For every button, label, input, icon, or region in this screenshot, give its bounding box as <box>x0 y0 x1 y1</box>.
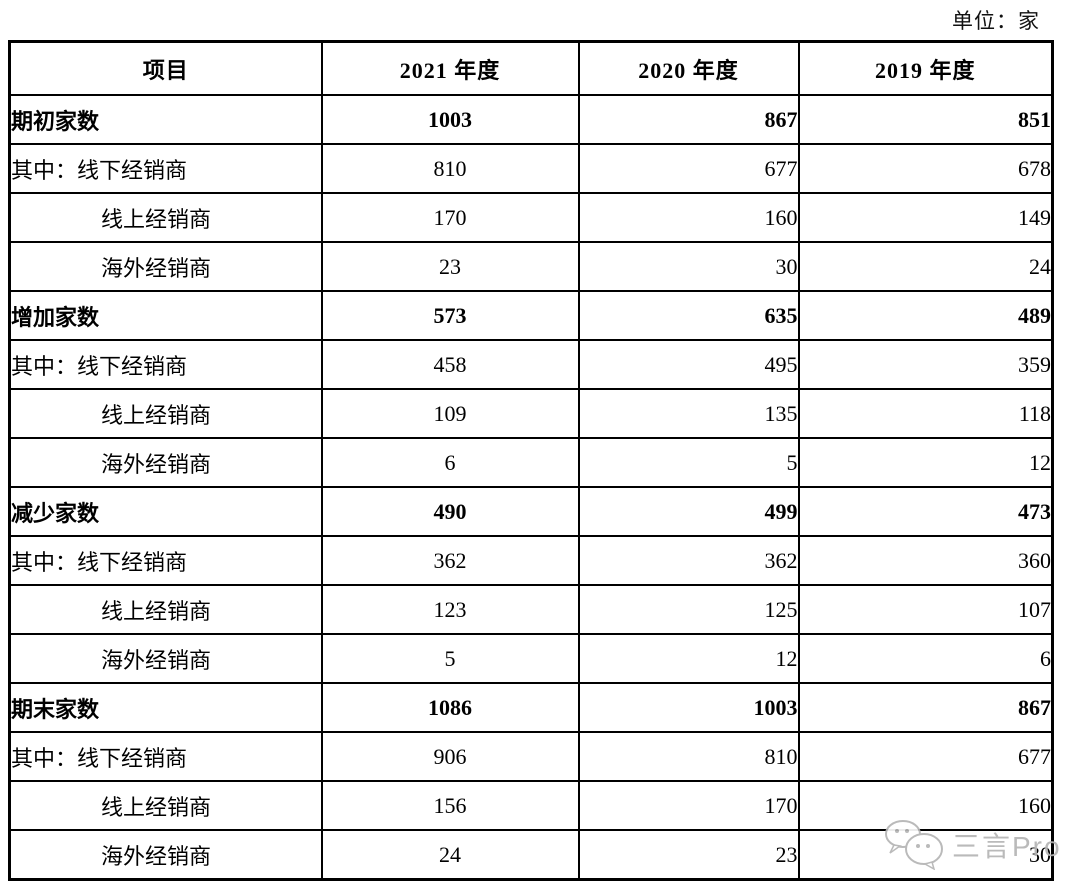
table-row: 其中：线下经销商 458 495 359 <box>8 339 1054 390</box>
table-row: 线上经销商 109 135 118 <box>8 388 1054 439</box>
row-label-cell: 海外经销商 <box>8 633 323 684</box>
value-cell-2021: 6 <box>320 437 580 488</box>
value-cell-2021: 490 <box>320 486 580 537</box>
value-cell-2020: 1003 <box>577 682 800 733</box>
unit-label: 单位：家 <box>952 9 1040 33</box>
value-cell-2020: 677 <box>577 143 800 194</box>
value-cell-2019: 677 <box>797 731 1054 782</box>
value-cell-2021: 1086 <box>320 682 580 733</box>
row-label-cell: 期初家数 <box>8 94 323 145</box>
value-cell-2021: 362 <box>320 535 580 586</box>
table-row: 海外经销商 6 5 12 <box>8 437 1054 488</box>
wechat-icon <box>882 818 948 875</box>
table-row: 期初家数 1003 867 851 <box>8 94 1054 145</box>
table-row: 增加家数 573 635 489 <box>8 290 1054 341</box>
value-cell-2020: 495 <box>577 339 800 390</box>
table-row: 海外经销商 23 30 24 <box>8 241 1054 292</box>
value-cell-2021: 170 <box>320 192 580 243</box>
value-cell-2019: 149 <box>797 192 1054 243</box>
row-label-cell: 其中：线下经销商 <box>8 731 323 782</box>
value-cell-2020: 867 <box>577 94 800 145</box>
table-row: 其中：线下经销商 906 810 677 <box>8 731 1054 782</box>
value-cell-2020: 12 <box>577 633 800 684</box>
row-label-cell: 线上经销商 <box>8 780 323 831</box>
value-cell-2020: 23 <box>577 829 800 881</box>
table-row: 期末家数 1086 1003 867 <box>8 682 1054 733</box>
value-cell-2019: 489 <box>797 290 1054 341</box>
row-label-cell: 减少家数 <box>8 486 323 537</box>
value-cell-2020: 810 <box>577 731 800 782</box>
value-cell-2020: 170 <box>577 780 800 831</box>
row-label-cell: 期末家数 <box>8 682 323 733</box>
value-cell-2019: 160 <box>797 780 1054 831</box>
value-cell-2019: 12 <box>797 437 1054 488</box>
distributor-count-table: 项目 2021 年度 2020 年度 2019 年度 期初家数 1003 867… <box>8 40 1054 881</box>
table-row: 其中：线下经销商 362 362 360 <box>8 535 1054 586</box>
value-cell-2019: 118 <box>797 388 1054 439</box>
value-cell-2020: 362 <box>577 535 800 586</box>
row-label-cell: 海外经销商 <box>8 829 323 881</box>
watermark: 三言Pro <box>882 818 1062 875</box>
value-cell-2020: 5 <box>577 437 800 488</box>
watermark-text: 三言Pro <box>952 830 1062 862</box>
value-cell-2019: 359 <box>797 339 1054 390</box>
value-cell-2020: 499 <box>577 486 800 537</box>
row-label-cell: 海外经销商 <box>8 241 323 292</box>
row-label-cell: 线上经销商 <box>8 388 323 439</box>
value-cell-2020: 125 <box>577 584 800 635</box>
row-label-cell: 其中：线下经销商 <box>8 535 323 586</box>
value-cell-2019: 107 <box>797 584 1054 635</box>
value-cell-2019: 867 <box>797 682 1054 733</box>
table-header-row: 项目 2021 年度 2020 年度 2019 年度 <box>8 40 1054 96</box>
value-cell-2019: 473 <box>797 486 1054 537</box>
value-cell-2021: 906 <box>320 731 580 782</box>
table-row: 线上经销商 170 160 149 <box>8 192 1054 243</box>
value-cell-2021: 810 <box>320 143 580 194</box>
column-header-2020: 2020 年度 <box>577 40 800 96</box>
row-label-cell: 其中：线下经销商 <box>8 339 323 390</box>
value-cell-2021: 5 <box>320 633 580 684</box>
value-cell-2020: 160 <box>577 192 800 243</box>
row-label-cell: 线上经销商 <box>8 192 323 243</box>
value-cell-2021: 123 <box>320 584 580 635</box>
value-cell-2021: 23 <box>320 241 580 292</box>
value-cell-2020: 135 <box>577 388 800 439</box>
value-cell-2019: 360 <box>797 535 1054 586</box>
column-header-item: 项目 <box>8 40 323 96</box>
value-cell-2021: 156 <box>320 780 580 831</box>
value-cell-2021: 109 <box>320 388 580 439</box>
table-row: 海外经销商 5 12 6 <box>8 633 1054 684</box>
row-label-cell: 线上经销商 <box>8 584 323 635</box>
value-cell-2021: 24 <box>320 829 580 881</box>
column-header-2019: 2019 年度 <box>797 40 1054 96</box>
value-cell-2019: 6 <box>797 633 1054 684</box>
table-row: 线上经销商 156 170 160 <box>8 780 1054 831</box>
value-cell-2020: 30 <box>577 241 800 292</box>
table-row: 海外经销商 24 23 30 <box>8 829 1054 881</box>
value-cell-2019: 678 <box>797 143 1054 194</box>
row-label-cell: 海外经销商 <box>8 437 323 488</box>
value-cell-2021: 573 <box>320 290 580 341</box>
value-cell-2020: 635 <box>577 290 800 341</box>
row-label-cell: 增加家数 <box>8 290 323 341</box>
value-cell-2019: 24 <box>797 241 1054 292</box>
table-row: 减少家数 490 499 473 <box>8 486 1054 537</box>
column-header-2021: 2021 年度 <box>320 40 580 96</box>
value-cell-2021: 458 <box>320 339 580 390</box>
table-row: 线上经销商 123 125 107 <box>8 584 1054 635</box>
table-row: 其中：线下经销商 810 677 678 <box>8 143 1054 194</box>
row-label-cell: 其中：线下经销商 <box>8 143 323 194</box>
value-cell-2021: 1003 <box>320 94 580 145</box>
value-cell-2019: 851 <box>797 94 1054 145</box>
